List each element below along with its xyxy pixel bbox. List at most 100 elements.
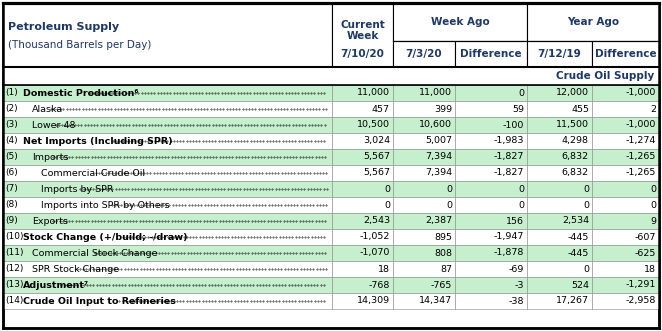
Text: 11,500: 11,500 xyxy=(556,120,589,129)
Text: -625: -625 xyxy=(635,249,656,258)
Text: 0: 0 xyxy=(446,201,452,210)
Text: 12,000: 12,000 xyxy=(556,88,589,98)
Bar xyxy=(592,41,659,67)
Bar xyxy=(455,293,527,309)
Bar xyxy=(592,165,659,181)
Text: 0: 0 xyxy=(518,201,524,210)
Text: 0: 0 xyxy=(446,184,452,194)
Bar xyxy=(332,293,393,309)
Text: 0: 0 xyxy=(384,201,390,210)
Bar xyxy=(393,101,455,117)
Text: 10,500: 10,500 xyxy=(357,120,390,129)
Text: -1,983: -1,983 xyxy=(493,136,524,146)
Text: 399: 399 xyxy=(434,105,452,114)
Bar xyxy=(393,197,455,213)
Text: Adjustment⁷: Adjustment⁷ xyxy=(23,280,89,290)
Bar xyxy=(393,181,455,197)
Bar xyxy=(527,213,592,229)
Bar xyxy=(527,117,592,133)
Bar xyxy=(393,3,527,41)
Text: 87: 87 xyxy=(440,264,452,273)
Bar xyxy=(332,165,393,181)
Bar xyxy=(527,197,592,213)
Text: 5,567: 5,567 xyxy=(363,168,390,177)
Text: -1,265: -1,265 xyxy=(626,153,656,162)
Text: -100: -100 xyxy=(502,120,524,129)
Bar xyxy=(393,277,455,293)
Bar xyxy=(527,101,592,117)
Text: 7/10/20: 7/10/20 xyxy=(340,49,385,59)
Text: 5,567: 5,567 xyxy=(363,153,390,162)
Bar xyxy=(332,101,393,117)
Text: -1,070: -1,070 xyxy=(359,249,390,258)
Bar xyxy=(332,277,393,293)
Bar xyxy=(3,149,332,165)
Text: Lower 48: Lower 48 xyxy=(32,120,75,129)
Text: 2,543: 2,543 xyxy=(363,216,390,225)
Bar xyxy=(455,85,527,101)
Bar xyxy=(3,101,332,117)
Bar xyxy=(3,181,332,197)
Text: -1,878: -1,878 xyxy=(494,249,524,258)
Bar xyxy=(455,41,527,67)
Text: -1,947: -1,947 xyxy=(494,232,524,242)
Text: -445: -445 xyxy=(567,249,589,258)
Text: (6): (6) xyxy=(5,168,18,177)
Text: 7/3/20: 7/3/20 xyxy=(406,49,442,59)
Text: 3,024: 3,024 xyxy=(363,136,390,146)
Bar xyxy=(455,197,527,213)
Bar xyxy=(527,41,592,67)
Bar xyxy=(455,181,527,197)
Text: (14): (14) xyxy=(5,297,23,306)
Text: 14,347: 14,347 xyxy=(419,297,452,306)
Bar xyxy=(592,149,659,165)
Text: 455: 455 xyxy=(571,105,589,114)
Text: Domestic Production⁶: Domestic Production⁶ xyxy=(23,88,138,98)
Text: (10): (10) xyxy=(5,232,23,242)
Text: 11,000: 11,000 xyxy=(419,88,452,98)
Bar xyxy=(592,101,659,117)
Bar xyxy=(527,245,592,261)
Text: Petroleum Supply: Petroleum Supply xyxy=(8,22,119,32)
Text: Imports: Imports xyxy=(32,153,68,162)
Bar xyxy=(527,149,592,165)
Text: -1,000: -1,000 xyxy=(626,120,656,129)
Bar xyxy=(592,181,659,197)
Bar xyxy=(592,133,659,149)
Bar xyxy=(3,67,659,85)
Bar xyxy=(527,277,592,293)
Text: 11,000: 11,000 xyxy=(357,88,390,98)
Bar xyxy=(527,181,592,197)
Bar xyxy=(3,213,332,229)
Text: 9: 9 xyxy=(650,216,656,225)
Bar xyxy=(3,165,332,181)
Text: (8): (8) xyxy=(5,201,18,210)
Text: -1,265: -1,265 xyxy=(626,168,656,177)
Text: Imports into SPR by Others: Imports into SPR by Others xyxy=(41,201,169,210)
Text: -1,291: -1,291 xyxy=(626,280,656,290)
Bar xyxy=(455,245,527,261)
Text: Year Ago: Year Ago xyxy=(567,17,619,27)
Text: 0: 0 xyxy=(384,184,390,194)
Text: (4): (4) xyxy=(5,136,18,146)
Bar xyxy=(332,213,393,229)
Bar xyxy=(592,245,659,261)
Bar xyxy=(393,85,455,101)
Bar xyxy=(455,213,527,229)
Bar xyxy=(393,149,455,165)
Text: (9): (9) xyxy=(5,216,18,225)
Bar xyxy=(455,229,527,245)
Bar xyxy=(527,165,592,181)
Bar xyxy=(3,245,332,261)
Text: 524: 524 xyxy=(571,280,589,290)
Text: 156: 156 xyxy=(506,216,524,225)
Text: (1): (1) xyxy=(5,88,18,98)
Text: 808: 808 xyxy=(434,249,452,258)
Text: -768: -768 xyxy=(369,280,390,290)
Text: Current: Current xyxy=(340,21,385,30)
Text: 457: 457 xyxy=(372,105,390,114)
Text: Imports by SPR: Imports by SPR xyxy=(41,184,113,194)
Text: Commercial Stock Change: Commercial Stock Change xyxy=(32,249,158,258)
Text: 895: 895 xyxy=(434,232,452,242)
Text: (2): (2) xyxy=(5,105,18,114)
